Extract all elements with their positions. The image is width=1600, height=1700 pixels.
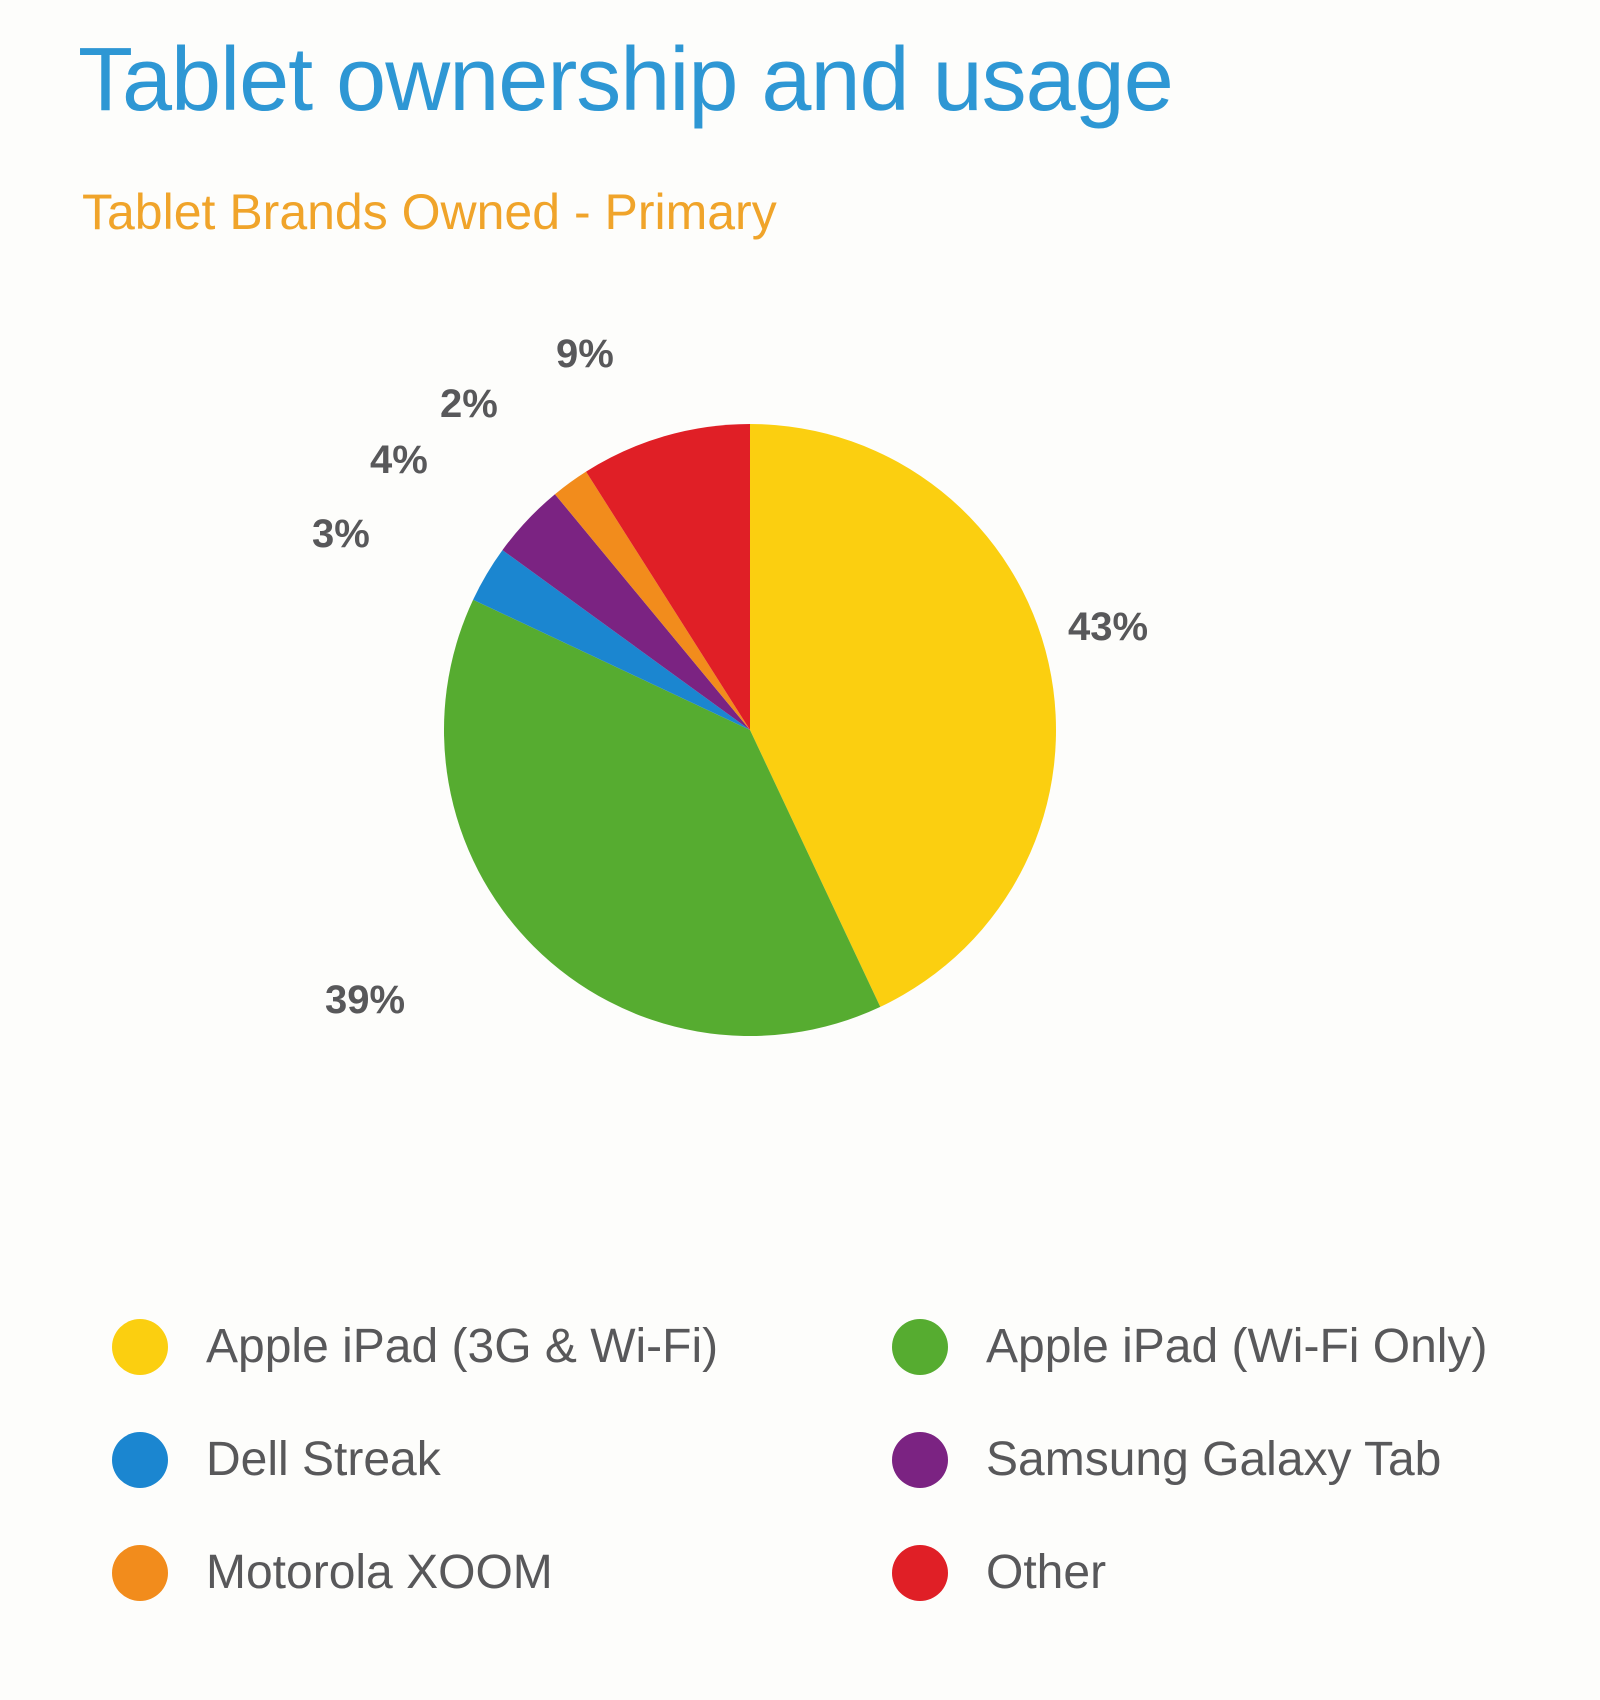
legend-swatch-motorola-xoom <box>112 1544 168 1601</box>
legend-item[interactable]: Samsung Galaxy Tab <box>820 1431 1520 1488</box>
legend-swatch-other <box>892 1544 948 1601</box>
legend-item-label: Motorola XOOM <box>206 1545 553 1599</box>
chart-legend: Apple iPad (3G & Wi-Fi) Apple iPad (Wi-Fi… <box>100 1290 1520 1629</box>
chart-subtitle: Tablet Brands Owned - Primary <box>82 184 777 240</box>
pie-data-label: 9% <box>556 332 614 376</box>
pie-slice[interactable] <box>554 471 750 730</box>
legend-swatch-apple-ipad-3g-wifi <box>112 1318 168 1375</box>
pie-chart-area: 43% 39% 3% 4% 2% 9% <box>0 300 1600 1200</box>
pie-slice[interactable] <box>473 550 750 730</box>
legend-item-label: Apple iPad (Wi-Fi Only) <box>986 1319 1488 1373</box>
legend-swatch-apple-ipad-wifi-only <box>892 1318 948 1375</box>
legend-swatch-dell-streak <box>112 1431 168 1488</box>
pie-data-label: 39% <box>325 978 406 1022</box>
legend-item[interactable]: Apple iPad (Wi-Fi Only) <box>820 1318 1520 1375</box>
pie-data-label: 2% <box>440 382 498 426</box>
legend-item-label: Dell Streak <box>206 1432 441 1486</box>
pie-chart <box>443 424 1057 1037</box>
legend-row: Dell Streak Samsung Galaxy Tab <box>100 1403 1520 1516</box>
legend-item[interactable]: Apple iPad (3G & Wi-Fi) <box>100 1318 820 1375</box>
pie-slice-group <box>443 424 1057 1037</box>
pie-data-label: 3% <box>312 512 370 556</box>
pie-slice[interactable] <box>750 424 1057 1007</box>
pie-data-label: 4% <box>370 438 428 482</box>
legend-item-label: Apple iPad (3G & Wi-Fi) <box>206 1319 719 1373</box>
legend-swatch-samsung-galaxy-tab <box>892 1431 948 1488</box>
legend-item[interactable]: Other <box>820 1544 1520 1601</box>
legend-row: Motorola XOOM Other <box>100 1516 1520 1629</box>
pie-data-label: 43% <box>1068 605 1149 649</box>
legend-row: Apple iPad (3G & Wi-Fi) Apple iPad (Wi-Fi… <box>100 1290 1520 1403</box>
pie-slice[interactable] <box>502 494 750 730</box>
legend-item[interactable]: Dell Streak <box>100 1431 820 1488</box>
pie-slice[interactable] <box>586 424 750 730</box>
pie-slice[interactable] <box>443 599 881 1037</box>
page-title: Tablet ownership and usage <box>78 30 1174 130</box>
legend-item-label: Samsung Galaxy Tab <box>986 1432 1442 1486</box>
legend-item[interactable]: Motorola XOOM <box>100 1544 820 1601</box>
legend-item-label: Other <box>986 1545 1107 1599</box>
